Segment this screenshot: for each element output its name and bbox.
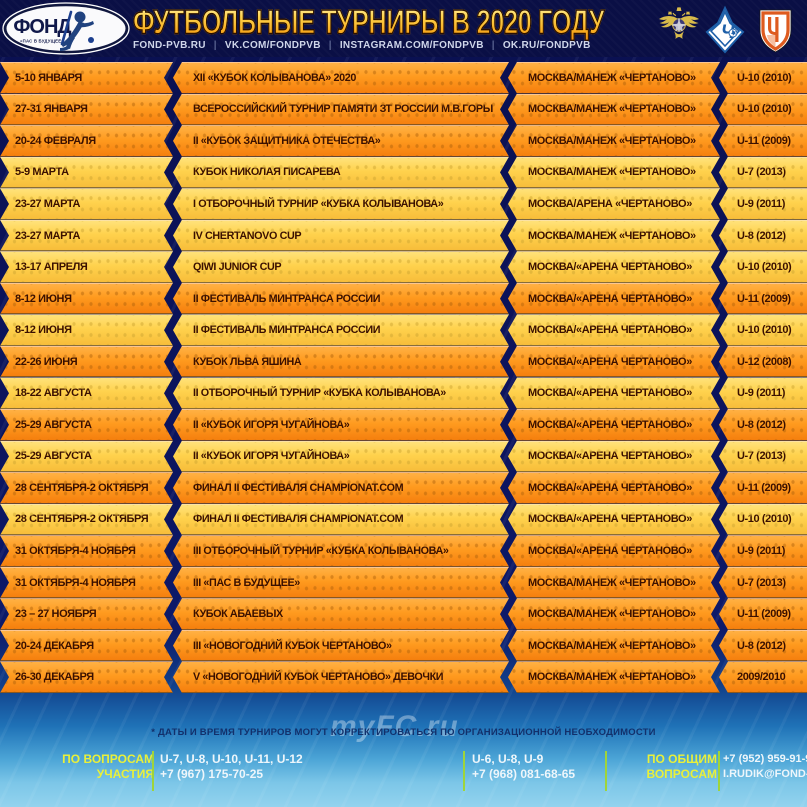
svg-text:«ПАС В БУДУЩЕЕ»: «ПАС В БУДУЩЕЕ» — [20, 39, 64, 44]
svg-text:ФОНД: ФОНД — [13, 16, 71, 38]
